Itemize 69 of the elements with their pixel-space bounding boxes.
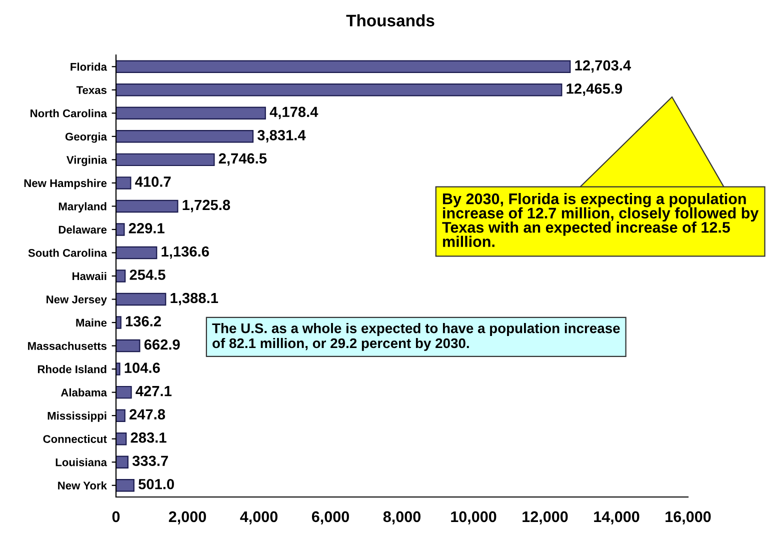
data-label: 410.7 [135,176,171,187]
x-tick-label: 0 [112,511,120,522]
data-label: 247.8 [130,409,166,420]
data-label: 1,725.8 [182,200,230,212]
y-tick-label: New York [58,481,107,490]
bar [116,246,158,260]
y-tick-label: Florida [70,62,108,71]
bar [116,456,128,468]
y-tick-label: South Carolina [28,248,108,257]
y-tick-label: Louisiana [56,458,108,466]
data-label: 4,178.4 [270,106,318,120]
bar [116,386,132,399]
data-label: 12,465.9 [566,83,622,96]
data-label: 283.1 [130,432,166,443]
bar [116,60,571,73]
y-tick-label: Virginia [66,156,108,166]
data-label: 136.2 [126,316,161,326]
y-tick-label: New Hampshire [24,178,107,190]
bar [116,176,132,190]
data-label: 229.1 [128,223,164,234]
y-tick-label: Georgia [65,132,108,143]
bar [116,362,120,376]
y-tick-label: Maine [76,318,107,327]
bar [116,316,122,329]
y-tick-label: New Jersey [46,296,107,306]
y-tick-label: Hawaii [72,272,106,280]
y-tick-label: Rhode Island [38,365,106,374]
bar [116,106,266,120]
y-tick-label: Texas [76,86,107,94]
x-tick-label: 10,000 [451,511,496,524]
data-label: 1,136.6 [162,246,209,259]
bar [116,130,254,143]
data-label: 254.5 [130,270,166,280]
y-tick-label: Massachusetts [28,342,107,350]
x-tick-label: 6,000 [312,511,349,524]
x-tick-label: 14,000 [594,511,640,524]
bar [116,223,125,236]
x-tick-label: 4,000 [240,511,278,524]
bar [116,200,178,213]
data-label: 104.6 [124,362,160,373]
bar [116,479,134,492]
data-label: 12,703.4 [575,60,631,73]
y-tick-label: Connecticut [43,434,107,443]
annotation: The U.S. as a whole is expected to have a population increase of 82.1 million, or 29.2 percent by 2030. [212,323,620,351]
bar [116,292,166,306]
data-label: 1,388.1 [170,292,218,306]
bar [116,409,126,422]
chart-title: Thousands [346,14,434,26]
bar [116,153,215,166]
bar [116,270,126,282]
y-tick-label: Delaware [58,225,107,234]
data-label: 662.9 [144,339,180,350]
data-label: 333.7 [132,456,168,466]
y-tick-label: North Carolina [30,109,108,118]
y-tick-label: Alabama [60,388,108,396]
bar [116,339,140,352]
data-label: 2,746.5 [218,153,267,166]
y-tick-label: Maryland [58,202,106,213]
data-label: 3,831.4 [257,130,306,142]
y-tick-label: Mississippi [48,412,106,422]
bar [116,432,127,446]
x-tick-label: 12,000 [522,511,568,524]
annotation: By 2030, Florida is expecting a population increase of 12.7 million, closely followed by Texas with an expected increase of 12.5 million. [442,193,759,248]
data-label: 501.0 [138,478,174,490]
x-tick-label: 8,000 [383,511,420,524]
bar [116,84,562,96]
data-label: 427.1 [136,386,172,396]
x-tick-label: 16,000 [666,511,711,524]
x-tick-label: 2,000 [168,511,206,524]
